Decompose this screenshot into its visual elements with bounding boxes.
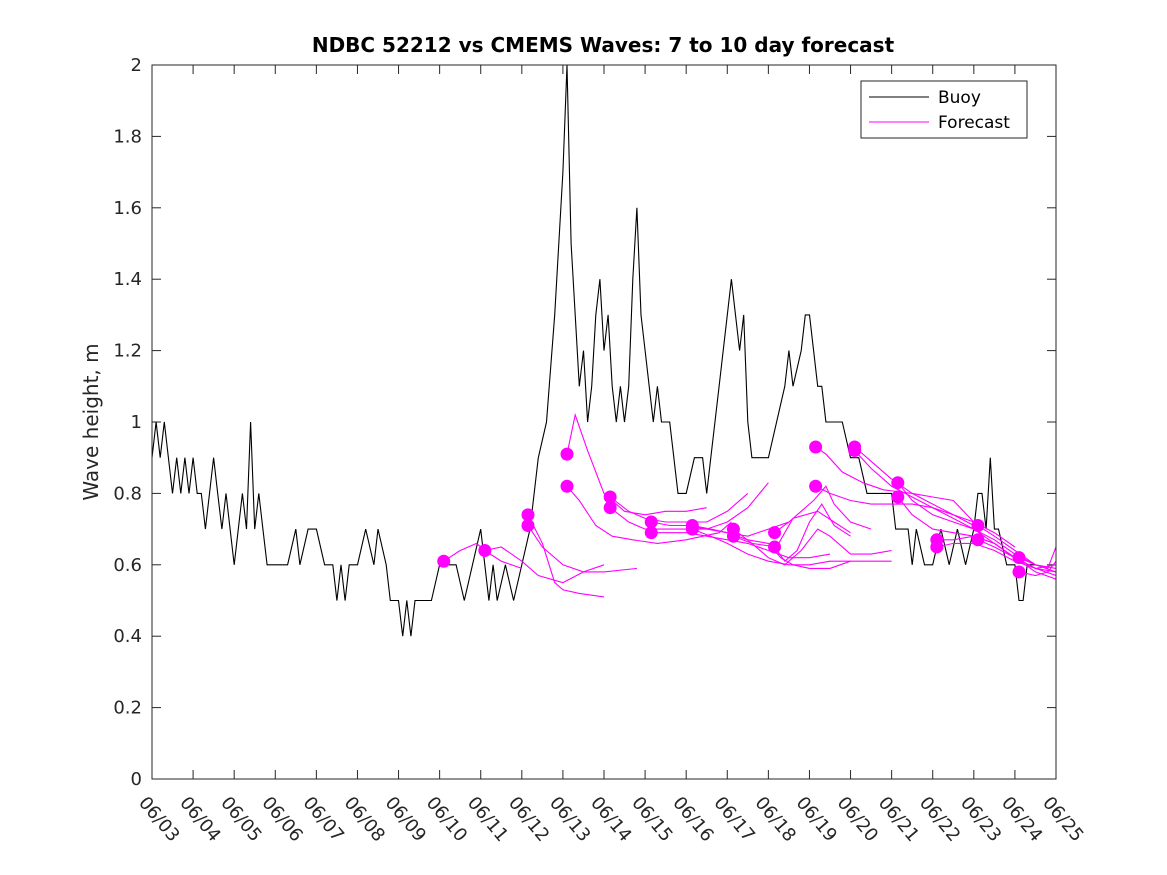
series-forecast-line-6 bbox=[609, 492, 749, 523]
forecast-point-7 bbox=[603, 501, 617, 515]
chart-title: NDBC 52212 vs CMEMS Waves: 7 to 10 day f… bbox=[312, 33, 895, 57]
forecast-point-16 bbox=[809, 440, 823, 454]
series-forecast-line-11 bbox=[692, 528, 892, 566]
forecast-point-3 bbox=[521, 519, 535, 533]
forecast-point-17 bbox=[809, 479, 823, 493]
x-tick-label: 06/06 bbox=[257, 793, 306, 846]
y-tick-label: 0.8 bbox=[113, 483, 142, 504]
series-forecast-line-2 bbox=[527, 514, 605, 598]
y-tick-label: 2 bbox=[131, 55, 142, 76]
series-forecast-line-3 bbox=[527, 525, 637, 573]
forecast-point-20 bbox=[891, 476, 905, 490]
series-buoy-line bbox=[152, 65, 1036, 637]
forecast-point-11 bbox=[685, 522, 699, 536]
forecast-point-14 bbox=[768, 526, 782, 540]
legend-box bbox=[860, 80, 1028, 139]
x-tick-label: 06/04 bbox=[175, 793, 224, 846]
y-tick-label: 0.4 bbox=[113, 626, 142, 647]
x-tick-label: 06/20 bbox=[833, 793, 882, 846]
x-tick-label: 06/08 bbox=[340, 793, 389, 846]
plot-area: 00.20.40.60.811.21.41.61.8206/0306/0406/… bbox=[113, 55, 1087, 846]
y-tick-label: 0 bbox=[131, 769, 142, 790]
forecast-point-2 bbox=[521, 508, 535, 522]
x-tick-label: 06/05 bbox=[216, 793, 265, 846]
x-tick-label: 06/25 bbox=[1038, 793, 1087, 846]
forecast-point-5 bbox=[560, 479, 574, 493]
legend: Buoy Forecast bbox=[860, 80, 1028, 139]
forecast-point-19 bbox=[848, 444, 862, 458]
x-tick-label: 06/22 bbox=[915, 793, 964, 846]
series-forecast-line-13 bbox=[733, 510, 851, 548]
series-forecast-line-24 bbox=[977, 525, 1056, 569]
forecast-point-1 bbox=[478, 544, 492, 558]
forecast-point-24 bbox=[971, 519, 985, 533]
forecast-point-15 bbox=[768, 540, 782, 554]
y-tick-label: 0.6 bbox=[113, 555, 142, 576]
y-tick-label: 1.6 bbox=[113, 198, 142, 219]
y-tick-label: 1 bbox=[131, 412, 142, 433]
x-tick-label: 06/14 bbox=[586, 793, 635, 846]
x-tick-label: 06/12 bbox=[504, 793, 553, 846]
forecast-point-26 bbox=[1012, 551, 1026, 565]
series-forecast-line-17 bbox=[815, 485, 975, 526]
x-tick-label: 06/09 bbox=[381, 793, 430, 846]
x-tick-label: 06/11 bbox=[463, 793, 512, 846]
x-tick-label: 06/23 bbox=[956, 793, 1005, 846]
x-tick-label: 06/16 bbox=[668, 793, 717, 846]
y-tick-label: 1.8 bbox=[113, 126, 142, 147]
forecast-point-9 bbox=[644, 526, 658, 540]
x-tick-label: 06/24 bbox=[997, 793, 1046, 846]
x-tick-label: 06/18 bbox=[751, 793, 800, 846]
series-forecast-line-23 bbox=[936, 542, 1056, 569]
series-forecast-line-12 bbox=[733, 528, 892, 566]
series-forecast-line-9 bbox=[651, 532, 831, 559]
series-forecast-line-15 bbox=[774, 503, 851, 563]
series-forecast-line-16 bbox=[815, 446, 975, 523]
forecast-point-25 bbox=[971, 533, 985, 547]
forecast-point-4 bbox=[560, 447, 574, 461]
series-group bbox=[152, 65, 1056, 637]
x-tick-label: 06/19 bbox=[792, 793, 841, 846]
x-tick-label: 06/13 bbox=[545, 793, 594, 846]
x-tick-label: 06/17 bbox=[709, 793, 758, 846]
forecast-point-27 bbox=[1012, 565, 1026, 579]
axes-box bbox=[151, 64, 1057, 780]
x-tick-label: 06/03 bbox=[134, 793, 183, 846]
x-tick-label: 06/21 bbox=[874, 793, 923, 846]
series-forecast-line-4 bbox=[566, 412, 707, 516]
y-tick-label: 1.4 bbox=[113, 269, 142, 290]
y-tick-label: 0.2 bbox=[113, 698, 142, 719]
legend-forecast-label: Forecast bbox=[938, 113, 1010, 133]
y-tick-label: 1.2 bbox=[113, 341, 142, 362]
series-forecast-line-27 bbox=[1018, 560, 1056, 577]
x-tick-label: 06/10 bbox=[422, 793, 471, 846]
series-forecast-line-22 bbox=[936, 535, 1056, 580]
forecast-point-21 bbox=[891, 490, 905, 504]
series-forecast-line-19 bbox=[854, 450, 1016, 559]
x-tick-label: 06/07 bbox=[299, 793, 348, 846]
forecast-point-8 bbox=[644, 515, 658, 529]
series-forecast-line-14 bbox=[774, 485, 872, 534]
forecast-point-13 bbox=[726, 529, 740, 543]
forecast-point-6 bbox=[603, 490, 617, 504]
y-axis-label: Wave height, m bbox=[79, 343, 103, 500]
forecast-point-23 bbox=[930, 540, 944, 554]
series-forecast-line-18 bbox=[854, 446, 1016, 548]
legend-buoy-label: Buoy bbox=[938, 88, 981, 108]
x-tick-label: 06/15 bbox=[627, 793, 676, 846]
forecast-point-0 bbox=[437, 554, 451, 568]
series-forecast-line-26 bbox=[1018, 546, 1056, 570]
